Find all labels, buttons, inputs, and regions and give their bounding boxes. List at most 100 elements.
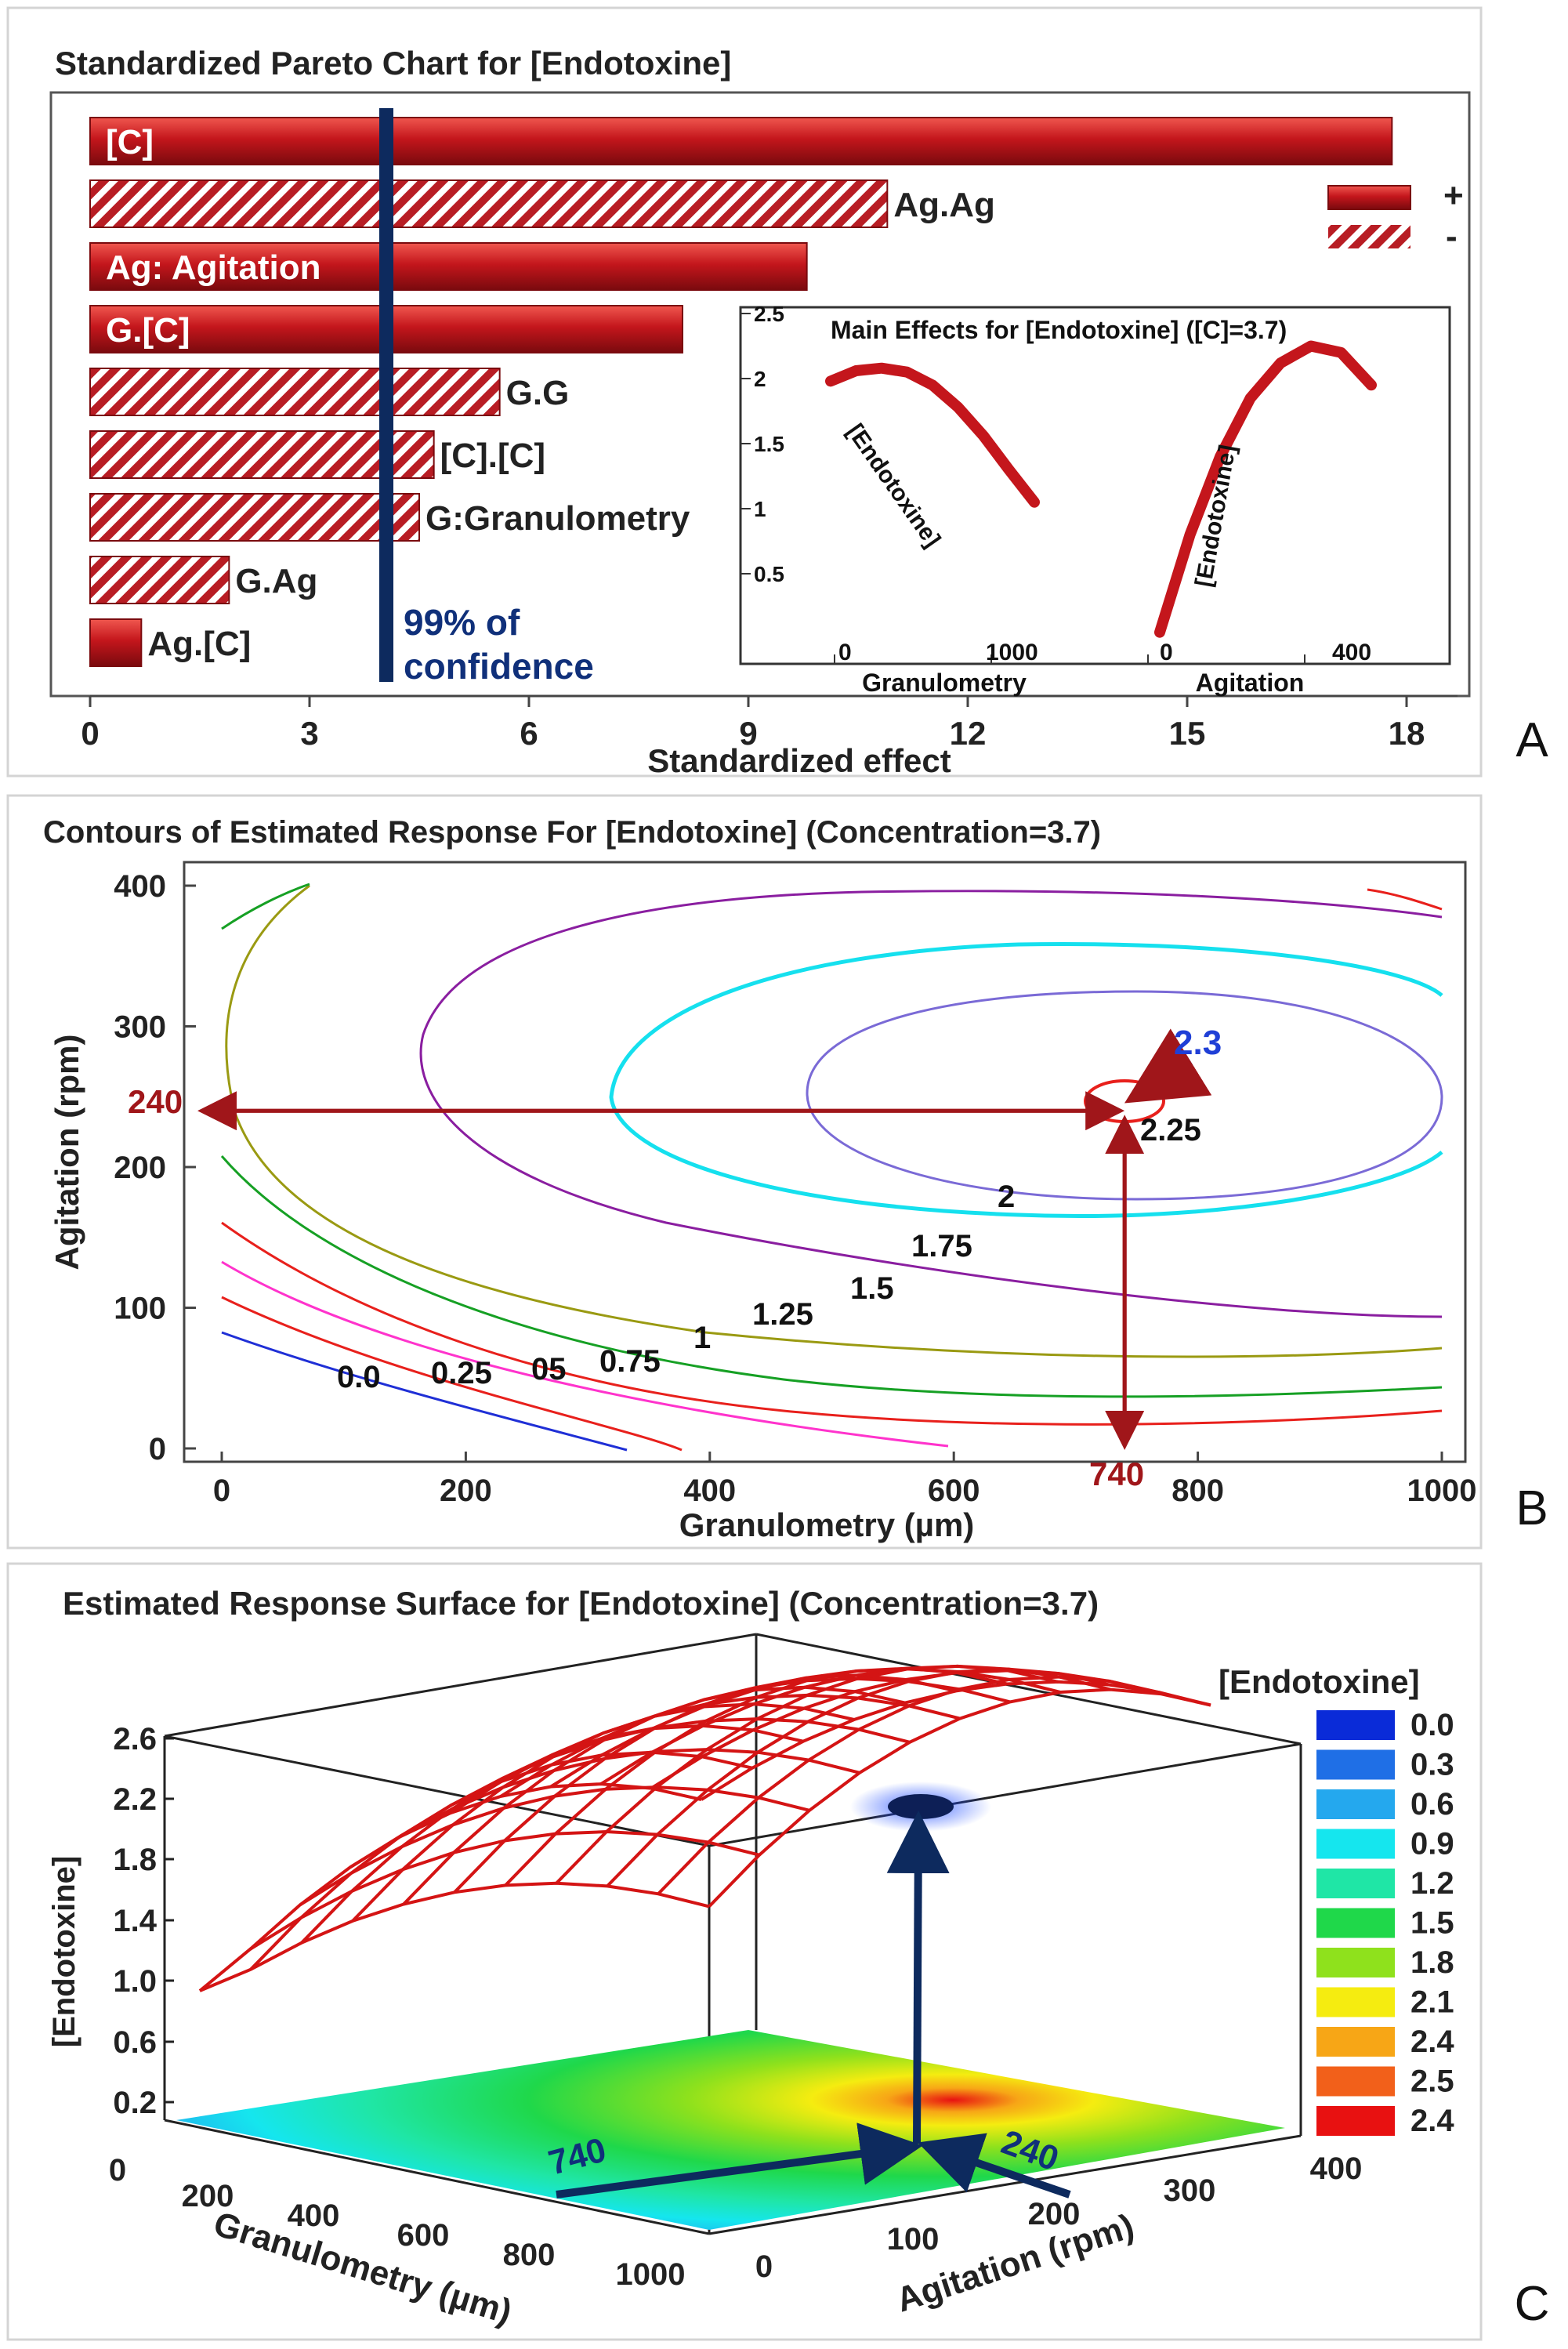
contour-title: Contours of Estimated Response For [Endo… bbox=[43, 815, 1101, 850]
contour-line bbox=[1367, 888, 1443, 911]
panel-letter-b: B bbox=[1515, 1481, 1548, 1535]
legend-swatch bbox=[1316, 1789, 1395, 1819]
legend-swatch bbox=[1316, 1829, 1395, 1859]
legend-positive-label: + bbox=[1443, 176, 1464, 215]
contour-x-label: Granulometry (µm) bbox=[679, 1506, 975, 1543]
contour-label: 2.25 bbox=[1140, 1113, 1201, 1147]
contour-line bbox=[220, 1155, 1443, 1398]
y-tick-label: 0 bbox=[755, 2249, 773, 2284]
pareto-bar-label: G.Ag bbox=[235, 562, 317, 600]
pareto-bar-label: G.G bbox=[506, 374, 570, 412]
x-tick-label: 0 bbox=[213, 1474, 230, 1508]
z-tick-label: 0.2 bbox=[113, 2086, 157, 2120]
panel-letter-a: A bbox=[1515, 713, 1548, 767]
contour-label: 1.5 bbox=[850, 1271, 894, 1306]
main-effect-curve bbox=[1154, 340, 1377, 638]
surface-legend-title: [Endotoxine] bbox=[1219, 1663, 1420, 1700]
inset-y-tick-label: 0.5 bbox=[754, 562, 784, 586]
surface-axes: 2.6 2.2 1.8 1.4 1.0 0.6 0.2 0 200 400 600 800 1000 0 1… bbox=[109, 1722, 1363, 2292]
contour-label: 1 bbox=[693, 1321, 711, 1355]
y-tick-label: 200 bbox=[114, 1151, 166, 1185]
x-tick-label: 3 bbox=[300, 715, 318, 752]
pareto-title: Standardized Pareto Chart for [Endotoxin… bbox=[55, 45, 731, 82]
legend-swatch bbox=[1316, 2066, 1395, 2097]
contour-label: 0.75 bbox=[599, 1344, 661, 1379]
x-tick-label: 6 bbox=[520, 715, 538, 752]
y-tick-label: 400 bbox=[114, 869, 166, 904]
pareto-bar bbox=[89, 368, 501, 416]
inset-title: Main Effects for [Endotoxine] ([C]=3.7) bbox=[831, 316, 1287, 344]
y-tick-label: 400 bbox=[1310, 2151, 1363, 2186]
pareto-bar bbox=[89, 493, 420, 542]
x-tick-label: 200 bbox=[440, 1474, 492, 1508]
z-tick-label: 2.2 bbox=[113, 1782, 157, 1817]
panel-letter-c: C bbox=[1515, 2277, 1550, 2331]
x-tick-label: 800 bbox=[503, 2238, 556, 2272]
x-tick-label: 9 bbox=[739, 715, 757, 752]
x-tick-label: 800 bbox=[1171, 1474, 1224, 1508]
inset-y-tick-label: 2.5 bbox=[754, 302, 784, 326]
optimum-marker bbox=[888, 1794, 954, 1819]
pareto-legend: + - bbox=[1327, 176, 1464, 256]
z-tick-label: 2.6 bbox=[113, 1722, 157, 1756]
inset-plot: 2.5 2 1.5 1 0.5 bbox=[741, 302, 1377, 664]
surface-z-label: [Endotoxine] bbox=[47, 1856, 81, 2047]
x-tick-label: 400 bbox=[288, 2199, 340, 2233]
confidence-label-line1: 99% of bbox=[404, 602, 520, 643]
surface-mesh bbox=[198, 1664, 1211, 1992]
x-tick-label: 15 bbox=[1169, 715, 1206, 752]
contour-axes: 0 200 400 600 800 1000 0 100 200 300 400 bbox=[114, 869, 1476, 1508]
legend-swatch bbox=[1316, 1908, 1395, 1938]
x-tick-label: 0 bbox=[81, 715, 99, 752]
optimum-vertical-arrow bbox=[886, 1811, 950, 2144]
contour-line bbox=[609, 942, 1443, 1218]
confidence-label-line2: confidence bbox=[404, 646, 594, 687]
pareto-bar-label: G:Granulometry bbox=[425, 499, 690, 538]
inset-y-tick-label: 1.5 bbox=[754, 432, 784, 456]
main-effect-curve bbox=[825, 362, 1040, 508]
contour-label: 1.25 bbox=[752, 1297, 813, 1332]
legend-swatch bbox=[1316, 2027, 1395, 2057]
optimum-y-value: 240 bbox=[128, 1083, 183, 1120]
contour-panel: Contours of Estimated Response For [Endo… bbox=[6, 794, 1548, 1550]
legend-swatch bbox=[1316, 1710, 1395, 1740]
contour-line bbox=[806, 990, 1443, 1201]
mesh-line bbox=[650, 1669, 1161, 1790]
legend-positive-swatch bbox=[1327, 185, 1411, 210]
inset-granulometry-high: 1000 bbox=[986, 640, 1038, 665]
legend-swatch bbox=[1316, 1987, 1395, 2017]
legend-swatch bbox=[1316, 1948, 1395, 1977]
legend-label: 0.3 bbox=[1410, 1748, 1454, 1782]
inset-granulometry-low: 0 bbox=[838, 640, 852, 665]
legend-label: 2.5 bbox=[1410, 2064, 1454, 2099]
contour-line bbox=[221, 1331, 628, 1452]
pareto-panel: Standardized Pareto Chart for [Endotoxin… bbox=[6, 6, 1548, 779]
mesh-line bbox=[700, 1680, 1211, 1801]
x-tick-label: 18 bbox=[1389, 715, 1425, 752]
inset-agitation-label: Agitation bbox=[1196, 669, 1305, 697]
mesh-line bbox=[708, 1687, 1211, 1908]
contour-line bbox=[419, 890, 1443, 1318]
y-tick-label: 300 bbox=[1164, 2173, 1216, 2208]
surface-base-map bbox=[176, 2030, 1285, 2230]
contour-lines bbox=[197, 883, 1443, 1452]
legend-label: 1.8 bbox=[1410, 1945, 1454, 1980]
inset-agitation-low: 0 bbox=[1160, 640, 1173, 665]
contour-line bbox=[221, 1296, 683, 1452]
legend-label: 1.5 bbox=[1410, 1906, 1454, 1941]
surface-panel: Estimated Response Surface for [Endotoxi… bbox=[6, 1562, 1550, 2341]
contour-label: 0.0 bbox=[337, 1360, 381, 1394]
legend-label: 0.6 bbox=[1410, 1787, 1454, 1822]
z-tick-label: 1.0 bbox=[113, 1964, 157, 1999]
surface-legend: 0.0 0.3 0.6 0.9 1.2 1.5 1.8 2.1 2.4 2.5 2.4 bbox=[1316, 1708, 1454, 2138]
optimum-y-arrow bbox=[918, 2133, 1071, 2199]
contour-label: 1.75 bbox=[911, 1229, 972, 1263]
contour-label: 2 bbox=[998, 1180, 1015, 1214]
y-tick-label: 0 bbox=[149, 1432, 166, 1466]
x-tick-label: 400 bbox=[683, 1474, 736, 1508]
y-tick-label: 300 bbox=[114, 1010, 166, 1045]
legend-label: 2.4 bbox=[1410, 2104, 1454, 2138]
x-tick-label: 200 bbox=[182, 2179, 234, 2213]
contour-label: 05 bbox=[531, 1352, 567, 1387]
